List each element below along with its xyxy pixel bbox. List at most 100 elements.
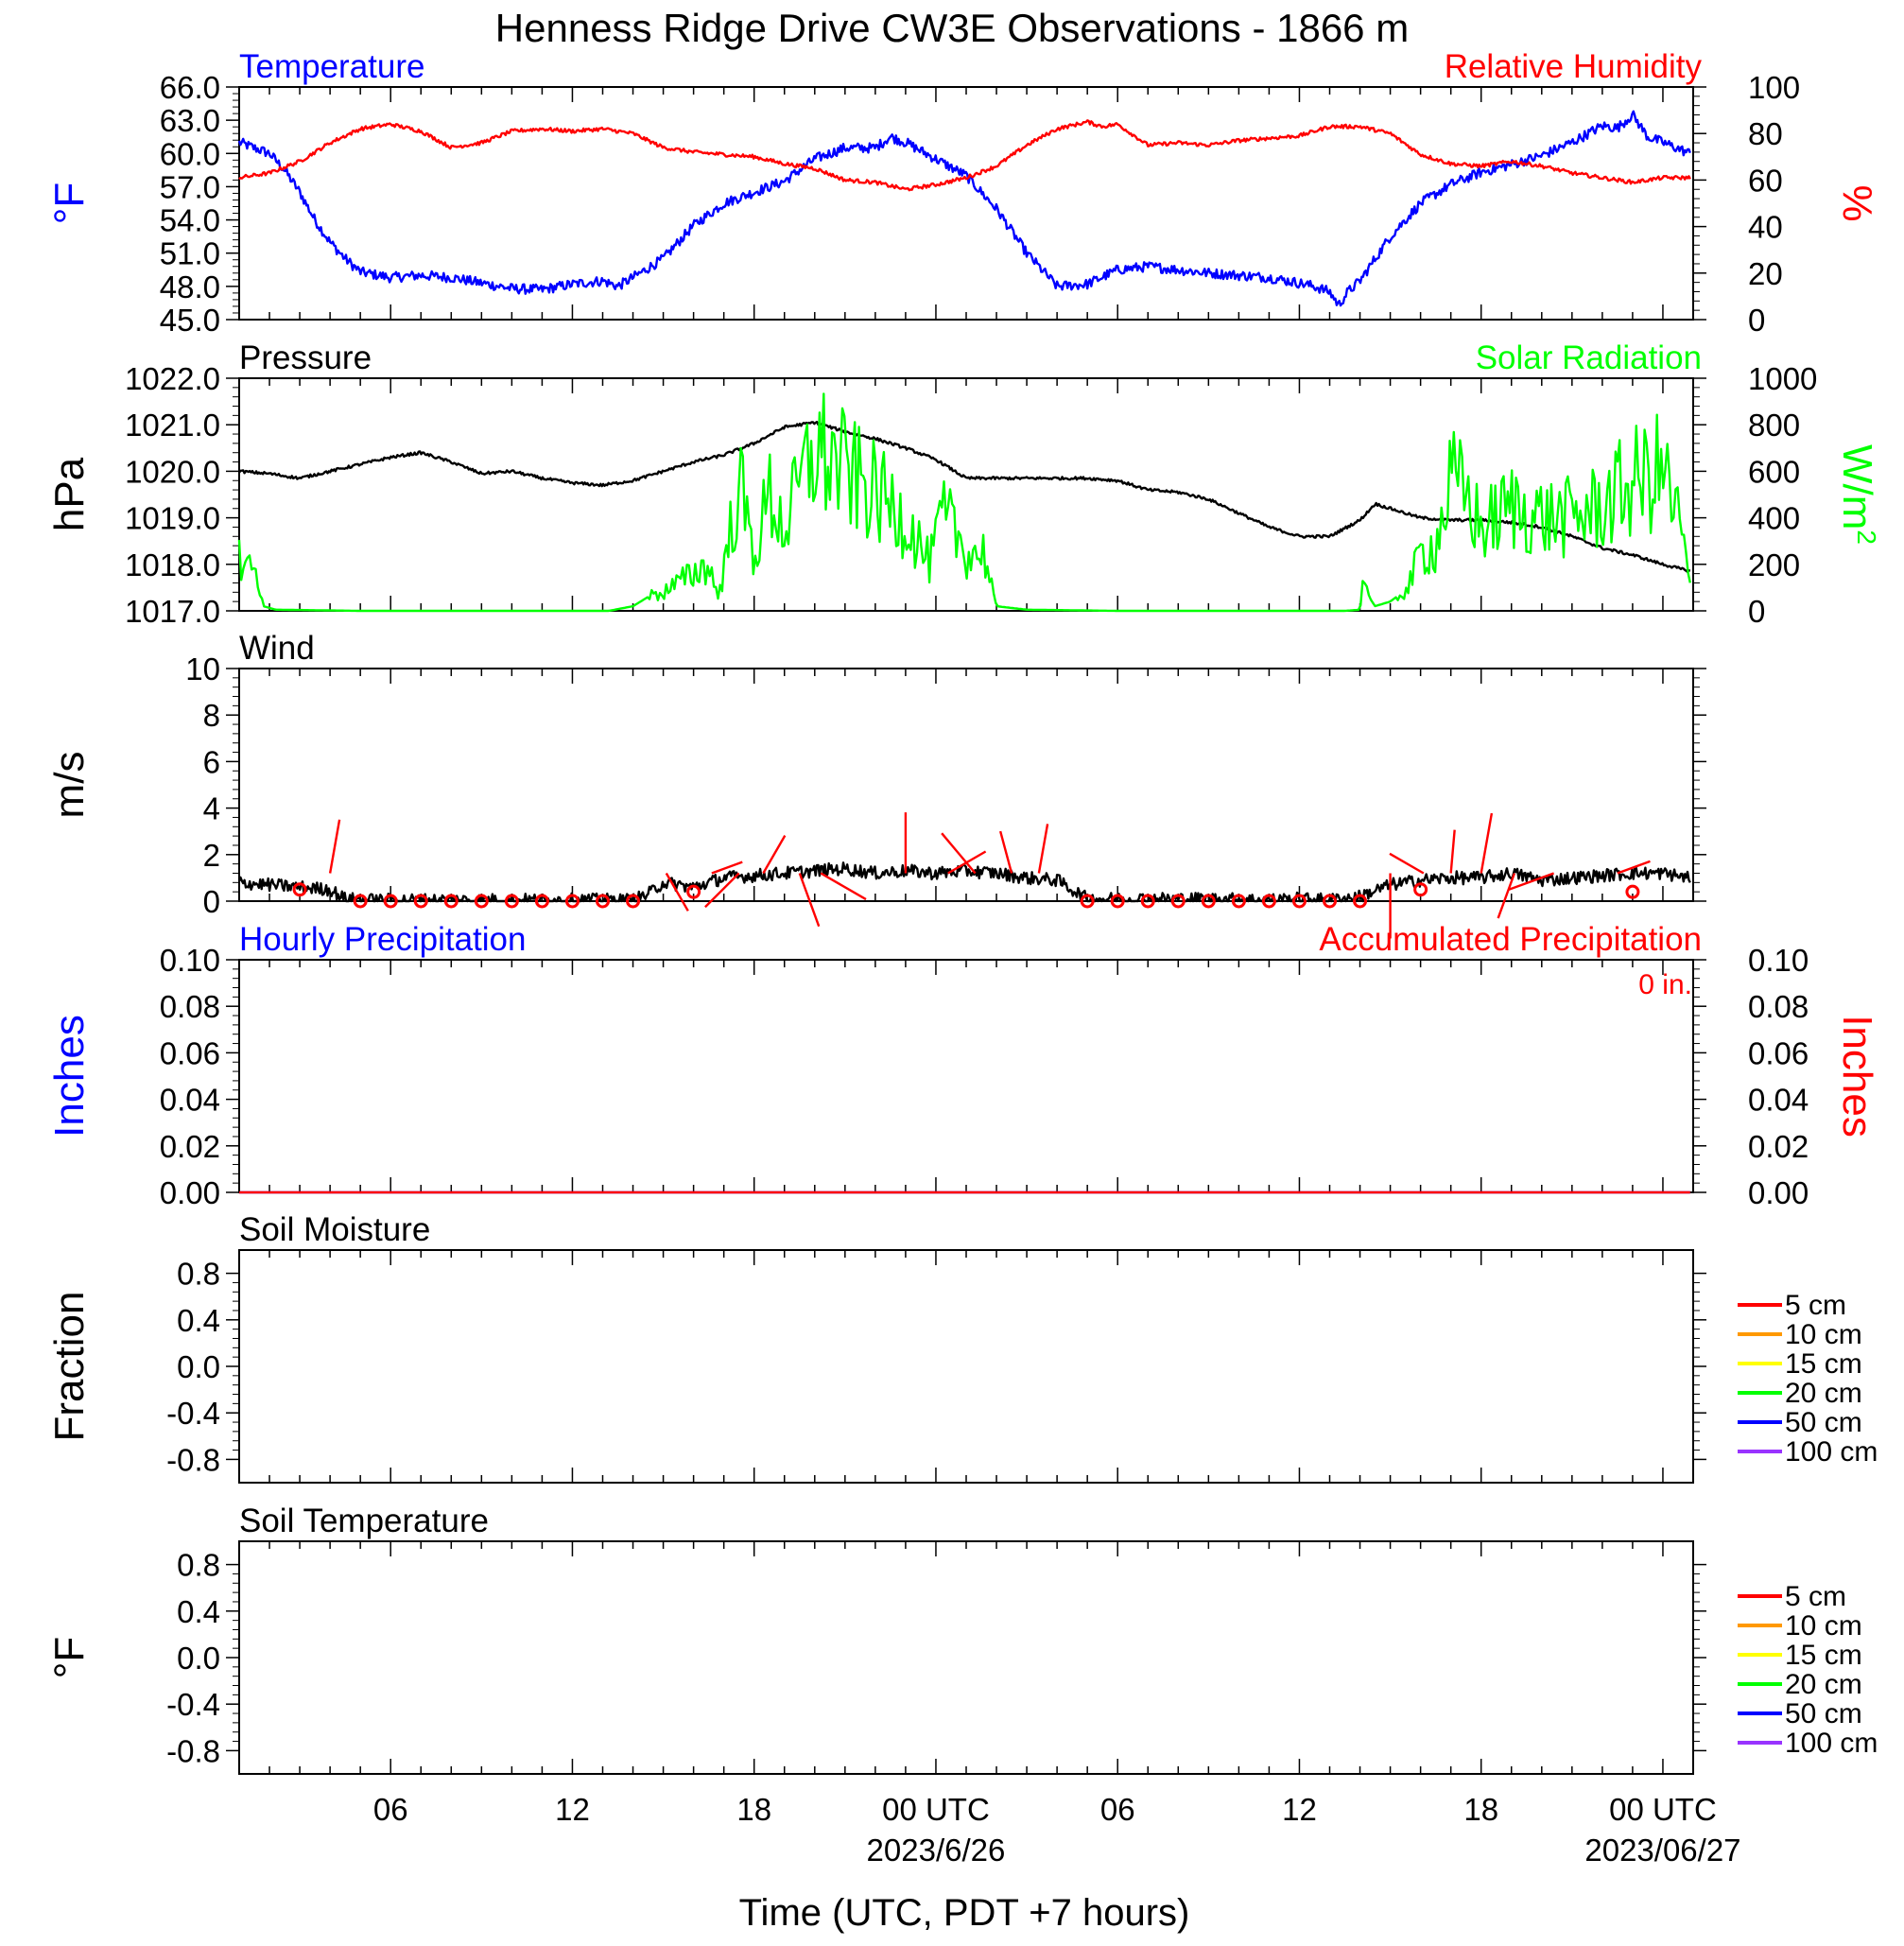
y-right-axis-label: W/m2 xyxy=(1834,444,1882,545)
y-tick-label: 8 xyxy=(203,698,220,733)
panel-pres_solar: 1017.0 1018.0 1019.0 1020.0 1021.0 1022.0 0 200… xyxy=(46,339,1882,629)
panel-soil_moisture: -0.8 -0.4 0.0 0.4 0.8 Soil Moisture Fraction 5 … xyxy=(46,1211,1878,1484)
y-right-tick-label: 0 xyxy=(1748,303,1765,338)
plot-frame xyxy=(238,959,1694,1193)
y-right-tick-label: 60 xyxy=(1748,163,1783,198)
y-tick-label: 2 xyxy=(203,838,220,873)
y-right-axis-label: Inches xyxy=(1834,1015,1880,1138)
legend-entry: 20 cm xyxy=(1785,1669,1862,1700)
y-right-tick-label: 1000 xyxy=(1748,361,1817,396)
x-tick-label: 12 xyxy=(555,1792,590,1827)
accum-precip-value: 0 in. xyxy=(1638,969,1692,1000)
series-line-1 xyxy=(237,392,1691,613)
legend-entry: 5 cm xyxy=(1785,1581,1846,1612)
wind-barb xyxy=(711,860,743,875)
x-axis-label: Time (UTC, PDT +7 hours) xyxy=(739,1892,1190,1934)
y-axis-label: hPa xyxy=(46,457,93,531)
x-tick-label: 12 xyxy=(1282,1792,1317,1827)
y-tick-label: 1020.0 xyxy=(125,454,220,489)
series-line-1 xyxy=(238,119,1691,192)
calm-wind-circle xyxy=(626,894,641,909)
x-date-label: 2023/06/27 xyxy=(1584,1833,1740,1868)
y-tick-label: 0.02 xyxy=(160,1129,220,1164)
legend-entry: 50 cm xyxy=(1785,1698,1862,1729)
y-right-tick-label: 0.00 xyxy=(1748,1175,1809,1210)
y-tick-label: -0.4 xyxy=(166,1687,220,1722)
y-axis-label: m/s xyxy=(46,752,93,819)
y-tick-label: 1022.0 xyxy=(125,361,220,396)
legend-entry: 20 cm xyxy=(1785,1378,1862,1409)
calm-wind-circle xyxy=(1291,894,1307,909)
legend-entry: 15 cm xyxy=(1785,1348,1862,1380)
calm-wind-circle xyxy=(383,894,398,909)
y-tick-label: 4 xyxy=(203,791,220,826)
plot-frame xyxy=(238,1540,1694,1775)
wind-barb xyxy=(1497,873,1516,919)
x-tick-label: 06 xyxy=(373,1792,408,1827)
calm-wind-circle xyxy=(413,894,428,909)
y-right-tick-label: 0.10 xyxy=(1748,943,1809,978)
calm-wind-circle xyxy=(534,894,549,909)
y-tick-label: -0.8 xyxy=(166,1733,220,1768)
series-line-0 xyxy=(237,110,1691,307)
panel-left-title: Wind xyxy=(239,630,315,667)
panel-left-title: Soil Temperature xyxy=(239,1503,489,1539)
y-tick-label: 57.0 xyxy=(160,169,220,204)
y-tick-label: 63.0 xyxy=(160,103,220,138)
wind-barb xyxy=(820,872,867,901)
y-right-tick-label: 800 xyxy=(1748,408,1800,443)
wind-barb xyxy=(665,872,689,912)
panel-left-title: Pressure xyxy=(239,339,372,376)
y-tick-label: 45.0 xyxy=(160,303,220,338)
y-tick-label: 0.8 xyxy=(177,1257,220,1292)
y-right-tick-label: 200 xyxy=(1748,547,1800,582)
panel-wind: 0 2 4 6 8 10 Wind m/s xyxy=(46,630,1706,939)
y-tick-label: 1017.0 xyxy=(125,594,220,629)
calm-wind-circle xyxy=(1231,894,1246,909)
calm-wind-circle xyxy=(1080,894,1095,909)
y-right-axis-label-superscript: 2 xyxy=(1853,530,1882,545)
x-tick-label: 18 xyxy=(1463,1792,1498,1827)
y-tick-label: 0.0 xyxy=(177,1641,220,1676)
series-line-0 xyxy=(237,861,1691,903)
y-tick-label: 1021.0 xyxy=(125,408,220,443)
calm-wind-circle xyxy=(353,894,368,909)
series-line-0 xyxy=(238,421,1691,574)
calm-wind-circle xyxy=(1323,894,1337,909)
y-tick-label: -0.8 xyxy=(166,1442,220,1477)
panel-right-title: Relative Humidity xyxy=(1445,48,1703,85)
y-tick-label: 0.4 xyxy=(177,1594,220,1629)
x-tick-label: 06 xyxy=(1100,1792,1135,1827)
panel-left-title: Soil Moisture xyxy=(239,1211,430,1248)
y-axis-label: °F xyxy=(46,1637,93,1678)
y-axis-label: Fraction xyxy=(46,1292,93,1442)
x-tick-label: 18 xyxy=(736,1792,771,1827)
panel-right-title: Solar Radiation xyxy=(1476,339,1702,376)
calm-wind-circle xyxy=(1201,894,1216,909)
panel-temp_rh: 45.048.051.054.057.060.063.066.0 0 20 40 60 8… xyxy=(46,48,1880,338)
y-tick-label: 0.0 xyxy=(177,1349,220,1384)
y-tick-label: -0.4 xyxy=(166,1396,220,1431)
calm-wind-circle xyxy=(1110,894,1125,909)
plot-frame xyxy=(238,86,1694,321)
y-tick-label: 0 xyxy=(203,884,220,919)
y-tick-label: 1019.0 xyxy=(125,501,220,536)
figure-title: Henness Ridge Drive CW3E Observations - … xyxy=(495,6,1409,50)
panel-left-title: Temperature xyxy=(239,48,424,85)
y-tick-label: 54.0 xyxy=(160,203,220,238)
wind-barb xyxy=(704,872,740,909)
y-tick-label: 48.0 xyxy=(160,269,220,304)
calm-wind-circle xyxy=(1261,894,1276,909)
y-axis-label: °F xyxy=(46,182,93,224)
y-tick-label: 66.0 xyxy=(160,70,220,105)
calm-wind-circle xyxy=(1353,894,1368,909)
y-right-tick-label: 0.04 xyxy=(1748,1083,1809,1118)
wind-barb xyxy=(998,830,1013,874)
y-axis-label: Inches xyxy=(46,1015,93,1138)
y-tick-label: 0.10 xyxy=(160,943,220,978)
calm-wind-circle xyxy=(1625,884,1640,899)
wind-barb xyxy=(328,819,341,874)
legend-entry: 10 cm xyxy=(1785,1610,1862,1642)
y-tick-label: 0.8 xyxy=(177,1548,220,1583)
y-right-tick-label: 0.06 xyxy=(1748,1035,1809,1070)
